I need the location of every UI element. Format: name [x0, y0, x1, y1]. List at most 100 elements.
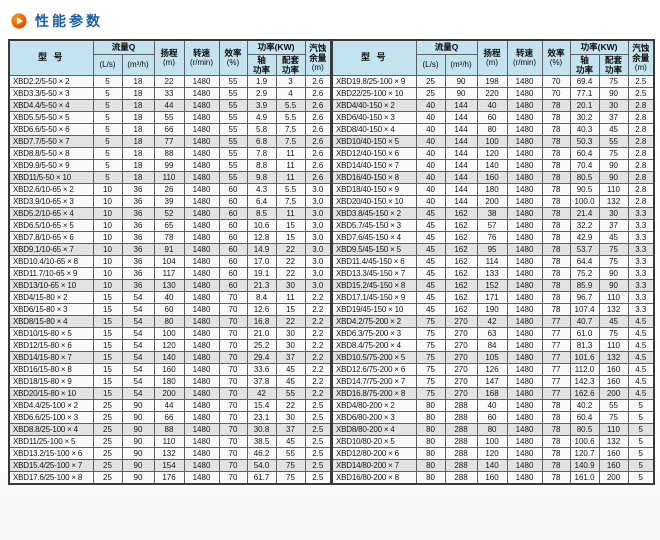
cell-flow-ls: 80: [415, 470, 446, 485]
cell-efficiency: 60: [218, 266, 248, 280]
table-row: XBD12/40-150 × 6 40 144 120 1480 78 60.4 75 2.8: [331, 146, 655, 160]
cell-rated-power: 37: [275, 350, 306, 364]
cell-speed: 1480: [183, 410, 220, 424]
cell-head: 80: [153, 314, 185, 328]
cell-model: XBD11/5-50 × 10: [8, 170, 94, 184]
cell-head: 104: [153, 254, 185, 268]
cell-efficiency: 55: [218, 74, 248, 88]
cell-head: 140: [476, 458, 508, 472]
cell-flow-m3h: 162: [444, 302, 478, 316]
cell-npsh: 2.6: [304, 146, 332, 160]
cell-flow-m3h: 18: [121, 146, 155, 160]
cell-npsh: 2.2: [304, 302, 332, 316]
table-row: XBD6.5/10-65 × 5 10 36 65 1480 60 10.6 15 3.0: [8, 218, 332, 232]
cell-rated-power: 7.5: [275, 122, 306, 136]
cell-head: 91: [153, 242, 185, 256]
cell-flow-m3h: 144: [444, 134, 478, 148]
cell-shaft-power: 85.9: [569, 278, 600, 292]
cell-efficiency: 55: [218, 86, 248, 100]
cell-shaft-power: 37.8: [246, 374, 277, 388]
cell-npsh: 3.3: [627, 290, 655, 304]
cell-speed: 1480: [183, 98, 220, 112]
cell-head: 200: [476, 194, 508, 208]
cell-shaft-power: 1.9: [246, 74, 277, 88]
cell-efficiency: 78: [541, 134, 571, 148]
cell-flow-ls: 75: [415, 374, 446, 388]
header-rated-power: 配套 功率: [275, 53, 306, 76]
table-row: XBD6.6/5-50 × 6 5 18 66 1480 55 5.8 7.5 2.6: [8, 122, 332, 136]
cell-speed: 1480: [506, 410, 543, 424]
cell-npsh: 3.3: [627, 254, 655, 268]
cell-efficiency: 78: [541, 422, 571, 436]
cell-model: XBD6/40-150 × 3: [331, 110, 417, 124]
cell-npsh: 4.5: [627, 326, 655, 340]
cell-model: XBD3.3/5-50 × 3: [8, 86, 94, 100]
cell-head: 176: [153, 470, 185, 485]
cell-flow-m3h: 270: [444, 374, 478, 388]
cell-npsh: 2.5: [627, 74, 655, 88]
cell-npsh: 2.5: [304, 434, 332, 448]
cell-efficiency: 60: [218, 254, 248, 268]
cell-model: XBD15.2/45-150 × 8: [331, 278, 417, 292]
cell-flow-ls: 10: [92, 278, 123, 292]
cell-speed: 1480: [506, 170, 543, 184]
table-header: 型 号 流量Q 扬程 (m) 转速 (r/min) 效率 (%) 功率(KW) 汽蚀余…: [8, 39, 332, 76]
header-rated-power: 配套 功率: [598, 53, 629, 76]
cell-model: XBD8/80-200 × 4: [331, 422, 417, 436]
cell-npsh: 4.5: [627, 362, 655, 376]
cell-flow-ls: 15: [92, 350, 123, 364]
cell-flow-ls: 15: [92, 338, 123, 352]
cell-efficiency: 60: [218, 206, 248, 220]
table-row: XBD4/80-200 × 2 80 288 40 1480 78 40.2 55 5: [331, 398, 655, 412]
cell-speed: 1480: [183, 386, 220, 400]
cell-efficiency: 70: [541, 74, 571, 88]
cell-efficiency: 78: [541, 206, 571, 220]
cell-efficiency: 70: [218, 434, 248, 448]
cell-speed: 1480: [183, 338, 220, 352]
cell-model: XBD2.6/10-65 × 2: [8, 182, 94, 196]
cell-rated-power: 45: [275, 362, 306, 376]
cell-model: XBD12.6/75-200 × 6: [331, 362, 417, 376]
cell-rated-power: 37: [275, 422, 306, 436]
table-row: XBD13.2/15-100 × 6 25 90 132 1480 70 46.2 55 2.5: [8, 446, 332, 460]
cell-shaft-power: 2.9: [246, 86, 277, 100]
cell-speed: 1480: [183, 302, 220, 316]
cell-shaft-power: 50.3: [569, 134, 600, 148]
cell-model: XBD2.2/5-50 × 2: [8, 74, 94, 88]
table-row: XBD6/40-150 × 3 40 144 60 1480 78 30.2 37 2.8: [331, 110, 655, 124]
cell-efficiency: 60: [218, 218, 248, 232]
cell-speed: 1480: [183, 266, 220, 280]
cell-model: XBD6/80-200 × 3: [331, 410, 417, 424]
cell-speed: 1480: [506, 302, 543, 316]
cell-speed: 1480: [183, 446, 220, 460]
cell-rated-power: 45: [275, 374, 306, 388]
cell-model: XBD16/80-200 × 8: [331, 470, 417, 485]
cell-rated-power: 55: [275, 386, 306, 400]
cell-flow-m3h: 18: [121, 122, 155, 136]
cell-efficiency: 78: [541, 254, 571, 268]
cell-efficiency: 55: [218, 98, 248, 112]
cell-speed: 1480: [183, 74, 220, 88]
cell-speed: 1480: [183, 194, 220, 208]
cell-npsh: 2.6: [304, 98, 332, 112]
cell-npsh: 2.5: [304, 422, 332, 436]
cell-flow-m3h: 288: [444, 470, 478, 485]
cell-head: 84: [476, 338, 508, 352]
cell-speed: 1480: [183, 422, 220, 436]
cell-head: 95: [476, 242, 508, 256]
cell-head: 130: [153, 278, 185, 292]
cell-npsh: 2.2: [304, 338, 332, 352]
cell-model: XBD14/15-80 × 7: [8, 350, 94, 364]
cell-npsh: 3.3: [627, 278, 655, 292]
cell-model: XBD17.1/45-150 × 9: [331, 290, 417, 304]
cell-rated-power: 75: [598, 326, 629, 340]
cell-rated-power: 55: [598, 134, 629, 148]
cell-head: 66: [153, 122, 185, 136]
cell-flow-m3h: 270: [444, 362, 478, 376]
cell-efficiency: 70: [218, 302, 248, 316]
table-row: XBD7.7/5-50 × 7 5 18 77 1480 55 6.8 7.5 2.6: [8, 134, 332, 148]
cell-speed: 1480: [183, 314, 220, 328]
cell-speed: 1480: [506, 434, 543, 448]
cell-shaft-power: 61.7: [246, 470, 277, 485]
cell-speed: 1480: [506, 326, 543, 340]
